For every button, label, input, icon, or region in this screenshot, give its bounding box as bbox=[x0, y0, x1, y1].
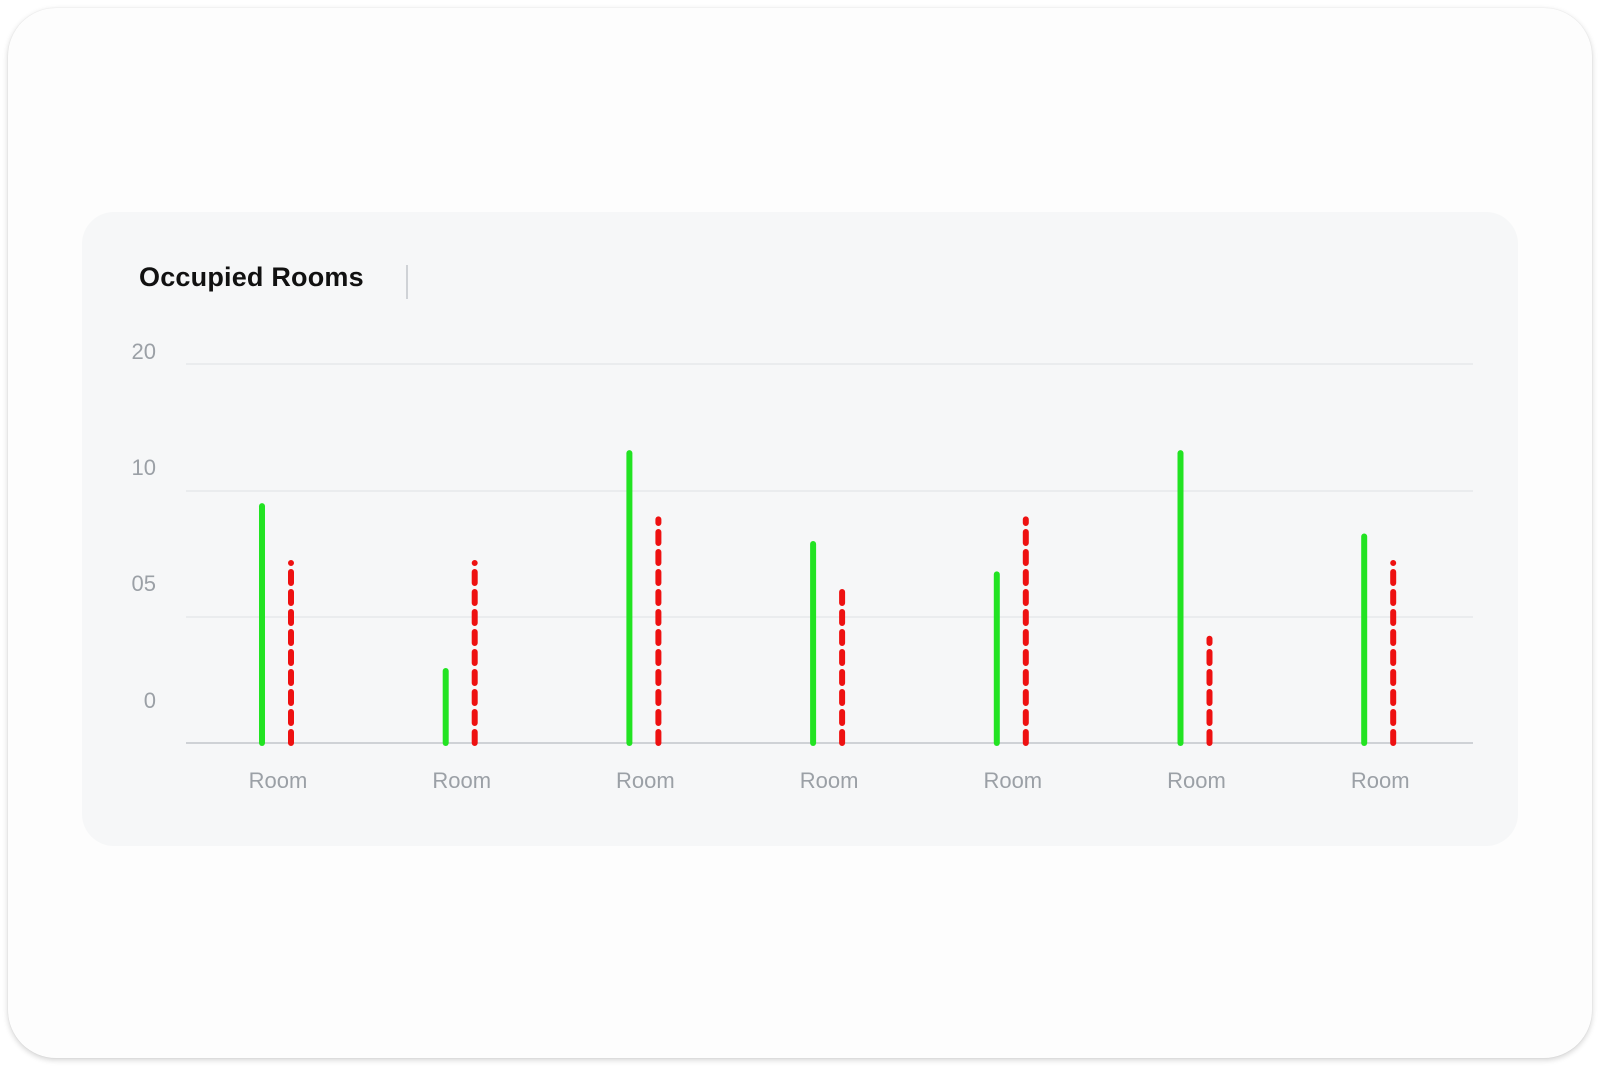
grid-layer bbox=[186, 363, 1473, 744]
x-tick-label: Room bbox=[616, 768, 675, 793]
y-axis-ticks: 20 10 05 0 bbox=[132, 339, 156, 713]
y-tick-label: 20 bbox=[132, 339, 156, 364]
y-tick-label: 10 bbox=[132, 455, 156, 480]
y-tick-label: 0 bbox=[144, 688, 156, 713]
x-tick-label: Room bbox=[1167, 768, 1226, 793]
chart-title: Occupied Rooms bbox=[139, 262, 364, 292]
x-axis-ticks: Room Room Room Room Room Room Room bbox=[249, 768, 1410, 793]
title-divider bbox=[406, 265, 408, 299]
x-tick-label: Room bbox=[983, 768, 1042, 793]
x-tick-label: Room bbox=[1351, 768, 1410, 793]
bars-layer bbox=[259, 450, 1397, 746]
x-tick-label: Room bbox=[249, 768, 308, 793]
y-tick-label: 05 bbox=[132, 571, 156, 596]
chart-card bbox=[82, 212, 1518, 846]
x-tick-label: Room bbox=[432, 768, 491, 793]
x-tick-label: Room bbox=[800, 768, 859, 793]
